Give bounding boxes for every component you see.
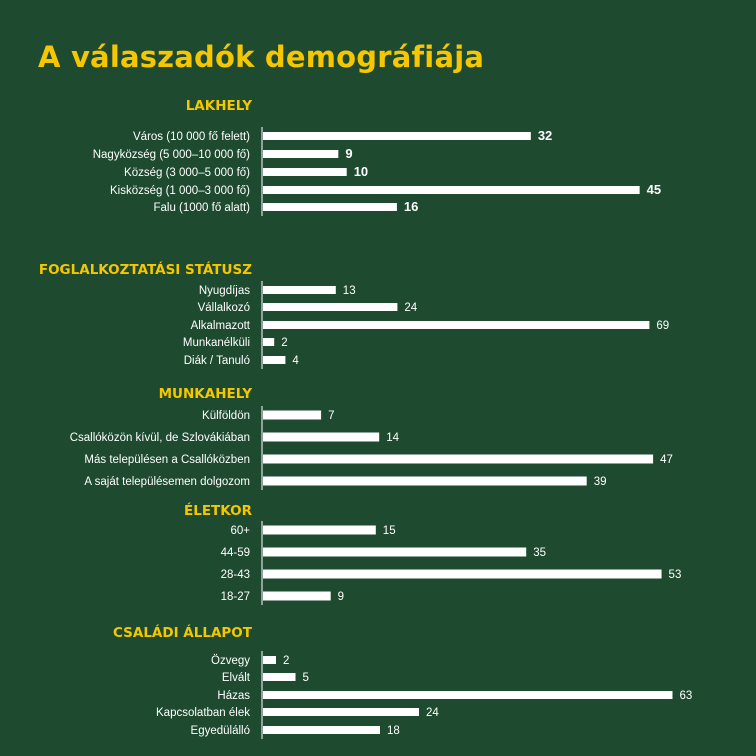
section-title: FOGLALKOZTATÁSI STÁTUSZ (39, 261, 252, 278)
section-title: ÉLETKOR (184, 502, 253, 519)
bar (263, 525, 376, 535)
bar (263, 338, 275, 346)
category-label: Diák / Tanuló (184, 355, 250, 367)
category-label: Csallóközön kívül, de Szlovákiában (70, 432, 250, 444)
value-label: 24 (404, 302, 417, 314)
value-label: 5 (303, 672, 309, 684)
bar (263, 150, 339, 158)
category-label: Község (3 000–5 000 fő) (124, 167, 250, 179)
category-label: Egyedülálló (191, 725, 250, 737)
value-label: 69 (656, 320, 669, 332)
bar (263, 708, 419, 716)
chart-section-3: ÉLETKOR 60+ 15 44-59 35 28-43 53 18-27 9 (184, 502, 681, 605)
value-label: 4 (292, 355, 299, 367)
bar (263, 432, 380, 442)
value-label: 14 (386, 432, 399, 444)
section-title: MUNKAHELY (159, 386, 253, 402)
chart-section-2: MUNKAHELY Külföldön 7 Csallóközön kívül, de… (70, 386, 673, 490)
value-label: 24 (426, 707, 439, 719)
category-label: 60+ (230, 525, 250, 537)
category-label: Alkalmazott (191, 320, 251, 332)
category-label: Munkanélküli (183, 337, 250, 349)
value-label: 63 (680, 690, 693, 702)
bar (263, 168, 347, 176)
value-label: 39 (594, 476, 607, 488)
value-label: 2 (283, 655, 289, 667)
bar (263, 591, 331, 601)
category-label: 28-43 (221, 569, 250, 581)
category-label: Kapcsolatban élek (156, 707, 250, 719)
category-label: Elvált (222, 672, 251, 684)
page-title: A válaszadók demográfiája (38, 40, 485, 74)
category-label: A saját településemen dolgozom (84, 476, 250, 488)
bar (263, 203, 397, 211)
bar (263, 691, 673, 699)
bar (263, 673, 296, 681)
bar (263, 321, 650, 329)
bar (263, 569, 662, 579)
category-label: Más településen a Csallóközben (84, 454, 250, 466)
category-label: Falu (1000 fő alatt) (153, 202, 250, 214)
value-label: 9 (345, 146, 352, 161)
bar (263, 186, 640, 194)
value-label: 32 (538, 128, 552, 143)
bar (263, 132, 531, 140)
bar (263, 547, 527, 557)
chart-section-0: LAKHELY Város (10 000 fő felett) 32 Nagyköz… (93, 98, 661, 216)
value-label: 2 (281, 337, 287, 349)
chart-section-4: CSALÁDI ÁLLAPOT Özvegy 2 Elvált 5 Házas 63 Kapc… (113, 624, 692, 739)
category-label: Külföldön (202, 410, 250, 422)
chart-section-1: FOGLALKOZTATÁSI STÁTUSZ Nyugdíjas 13 Vállal… (39, 261, 669, 369)
value-label: 10 (354, 164, 368, 179)
value-label: 18 (387, 725, 400, 737)
bar (263, 410, 322, 420)
bar (263, 356, 286, 364)
category-label: Nyugdíjas (199, 285, 250, 297)
category-label: Vállalkozó (198, 302, 250, 314)
value-label: 53 (669, 569, 682, 581)
category-label: Város (10 000 fő felett) (133, 131, 250, 143)
value-label: 9 (338, 591, 344, 603)
value-label: 35 (533, 547, 546, 559)
bar (263, 656, 276, 664)
bar (263, 476, 587, 486)
section-title: LAKHELY (186, 98, 253, 114)
bar (263, 303, 398, 311)
category-label: Nagyközség (5 000–10 000 fő) (93, 149, 250, 161)
category-label: 44-59 (221, 547, 250, 559)
category-label: Házas (217, 690, 250, 702)
value-label: 7 (328, 410, 334, 422)
bar (263, 454, 654, 464)
category-label: Özvegy (211, 655, 250, 667)
category-label: Kisközség (1 000–3 000 fő) (110, 185, 250, 197)
value-label: 45 (647, 182, 661, 197)
value-label: 15 (383, 525, 396, 537)
category-label: 18-27 (221, 591, 250, 603)
bar (263, 286, 336, 294)
section-title: CSALÁDI ÁLLAPOT (113, 624, 253, 641)
value-label: 16 (404, 199, 418, 214)
value-label: 13 (343, 285, 356, 297)
bar (263, 726, 380, 734)
value-label: 47 (660, 454, 673, 466)
